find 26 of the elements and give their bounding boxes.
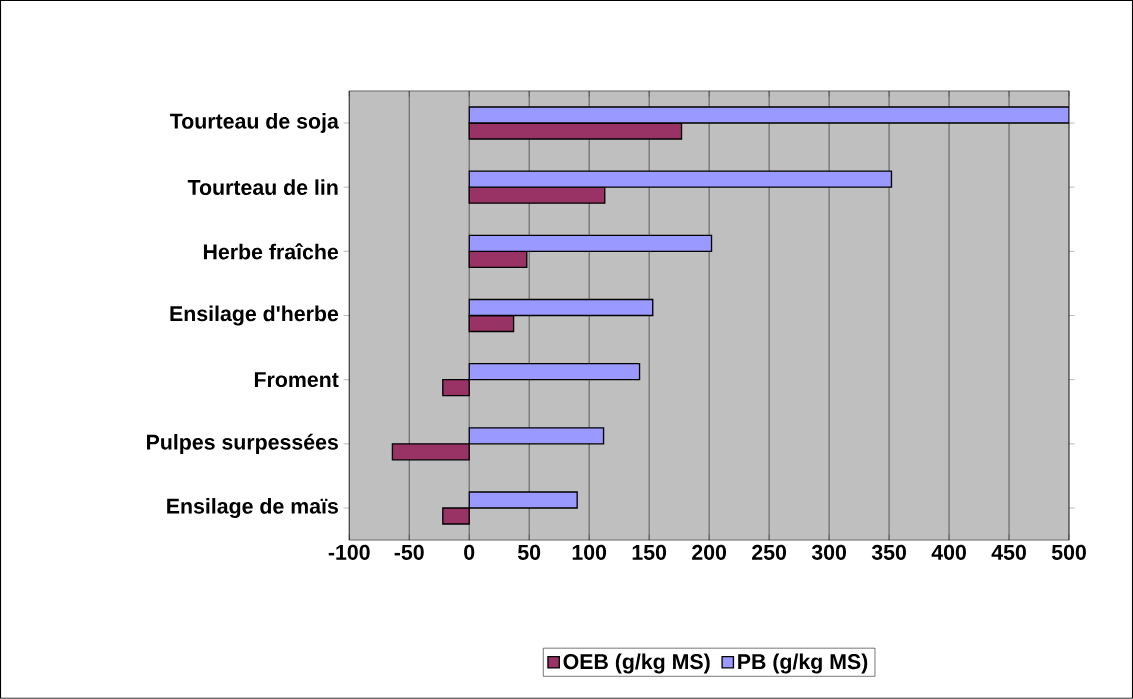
y-tick-label: Ensilage de maïs (167, 498, 338, 519)
bar (468, 363, 641, 381)
y-tick-label: Tourteau de lin (187, 179, 338, 196)
x-tick-label: 400 (931, 544, 966, 561)
bar (468, 298, 654, 317)
x-tick-label: 100 (572, 544, 607, 561)
x-tick-label: 200 (692, 544, 727, 561)
x-tick-label: 450 (991, 544, 1026, 561)
y-tick-label: Pulpes surpessées (147, 433, 338, 455)
x-tick-label: 350 (871, 544, 906, 561)
y-tick-label: Ensilage d'herbe (170, 305, 339, 326)
y-tick-label: Tourteau de soja (170, 113, 339, 134)
x-tick-label: -50 (394, 544, 424, 561)
x-tick-label: 150 (632, 544, 667, 561)
x-tick-label: 50 (517, 544, 541, 561)
x-tick-label: 250 (752, 544, 787, 561)
x-tick-label: 300 (811, 544, 846, 561)
x-tick-label: 0 (464, 544, 475, 561)
x-tick-label: 500 (1051, 544, 1086, 561)
bar (468, 234, 713, 253)
bar (468, 170, 893, 188)
y-tick-label: Herbe fraîche (203, 243, 339, 260)
y-tick-label: Froment (254, 372, 339, 388)
x-tick-label: -100 (328, 544, 370, 561)
legend-label: PB (g/kg MS) (738, 653, 868, 674)
legend-label: OEB (g/kg MS) (563, 653, 710, 674)
